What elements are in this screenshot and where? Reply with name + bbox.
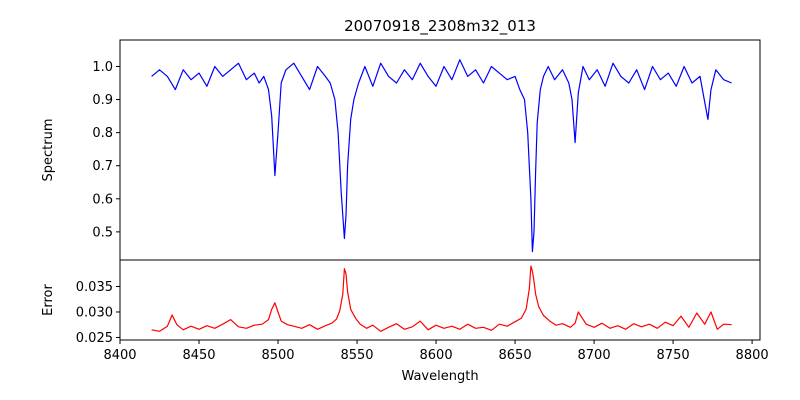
spectrum-y-axis-label: Spectrum — [41, 119, 56, 182]
error-axis-ticks: 0.025 0.030 0.035 8400 8450 8500 8550 8600 8650 8… — [76, 280, 769, 363]
x-tick-label: 8650 — [499, 348, 532, 363]
spectrum-y-tick-label: 0.9 — [92, 93, 113, 108]
x-axis-label: Wavelength — [401, 369, 478, 384]
x-tick-label: 8500 — [261, 348, 294, 363]
x-tick-label: 8400 — [103, 348, 136, 363]
spectrum-y-tick-label: 0.7 — [92, 159, 113, 174]
spectrum-y-tick-label: 0.8 — [92, 126, 113, 141]
spectrum-y-tick-label: 0.6 — [92, 192, 113, 207]
x-tick-label: 8700 — [578, 348, 611, 363]
error-series-line — [151, 265, 732, 332]
error-y-tick-label: 0.030 — [76, 305, 113, 320]
spectrum-y-tick-label: 0.5 — [92, 225, 113, 240]
x-tick-label: 8550 — [340, 348, 373, 363]
spectrum-series-line — [151, 59, 732, 253]
error-panel: 0.025 0.030 0.035 8400 8450 8500 8550 8600 8650 8… — [41, 259, 769, 384]
x-tick-label: 8450 — [182, 348, 215, 363]
spectrum-y-ticks: 0.5 0.6 0.7 0.8 0.9 1.0 — [92, 60, 120, 240]
spectrum-y-tick-label: 1.0 — [92, 60, 113, 75]
spectrum-panel: 0.5 0.6 0.7 0.8 0.9 1.0 Spectrum — [41, 39, 761, 261]
x-tick-label: 8750 — [657, 348, 690, 363]
x-tick-label: 8600 — [420, 348, 453, 363]
x-tick-label: 8800 — [736, 348, 769, 363]
error-y-tick-label: 0.025 — [76, 331, 113, 346]
error-y-tick-label: 0.035 — [76, 280, 113, 295]
error-y-axis-label: Error — [41, 284, 56, 316]
error-plot-frame — [119, 259, 761, 341]
chart-title: 20070918_2308m32_013 — [344, 17, 536, 36]
